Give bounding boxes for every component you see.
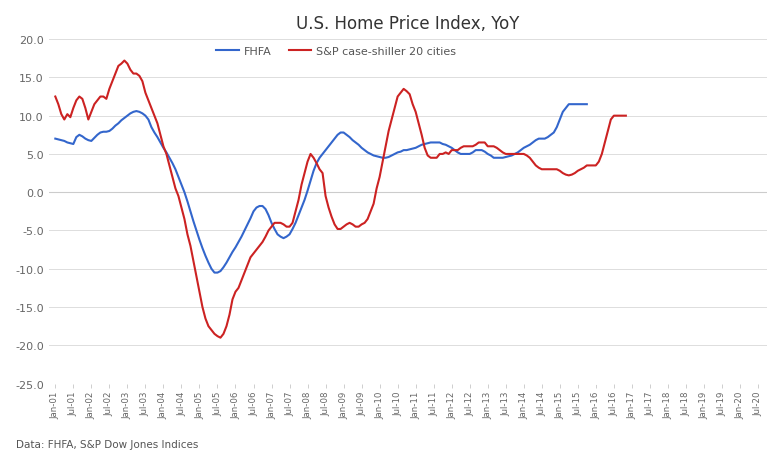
Text: Trade Like a Pro: Trade Like a Pro [561, 376, 644, 386]
Text: FxPro: FxPro [558, 322, 647, 350]
Title: U.S. Home Price Index, YoY: U.S. Home Price Index, YoY [296, 15, 520, 33]
Text: Data: FHFA, S&P Dow Jones Indices: Data: FHFA, S&P Dow Jones Indices [16, 439, 198, 449]
Legend: FHFA, S&P case-shiller 20 cities: FHFA, S&P case-shiller 20 cities [212, 42, 461, 61]
